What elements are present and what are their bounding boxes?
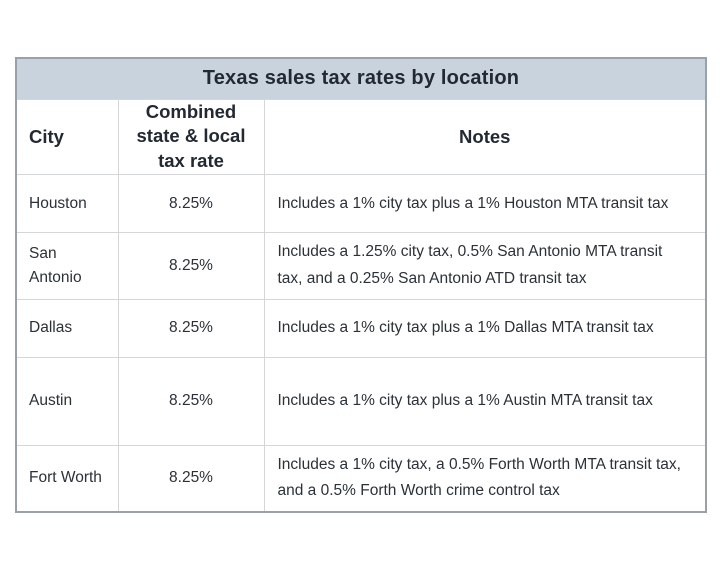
cell-notes: Includes a 1.25% city tax, 0.5% San Anto… (263, 232, 707, 300)
column-header-rate: Combined state & local tax rate (117, 98, 265, 176)
cell-rate: 8.25% (117, 232, 265, 300)
column-header-notes: Notes (263, 98, 707, 176)
cell-city: San Antonio (15, 232, 119, 300)
cell-city: Houston (15, 174, 119, 234)
cell-rate: 8.25% (117, 174, 265, 234)
table-row-fort-worth: Fort Worth 8.25% Includes a 1% city tax,… (15, 444, 707, 513)
cell-city: Fort Worth (15, 444, 119, 513)
table-row-austin: Austin 8.25% Includes a 1% city tax plus… (15, 356, 707, 446)
cell-rate: 8.25% (117, 356, 265, 446)
tax-rates-table: Texas sales tax rates by location City C… (15, 57, 707, 514)
column-header-city: City (15, 98, 119, 176)
cell-notes: Includes a 1% city tax plus a 1% Dallas … (263, 298, 707, 358)
table-title-row: Texas sales tax rates by location (15, 57, 707, 100)
cell-city: Austin (15, 356, 119, 446)
cell-notes: Includes a 1% city tax plus a 1% Houston… (263, 174, 707, 234)
table-title: Texas sales tax rates by location (15, 57, 707, 100)
table-row-houston: Houston 8.25% Includes a 1% city tax plu… (15, 174, 707, 234)
cell-city: Dallas (15, 298, 119, 358)
cell-notes: Includes a 1% city tax, a 0.5% Forth Wor… (263, 444, 707, 513)
table-header-row: City Combined state & local tax rate Not… (15, 98, 707, 176)
cell-notes: Includes a 1% city tax plus a 1% Austin … (263, 356, 707, 446)
table-row-dallas: Dallas 8.25% Includes a 1% city tax plus… (15, 298, 707, 358)
table-row-san-antonio: San Antonio 8.25% Includes a 1.25% city … (15, 232, 707, 300)
cell-rate: 8.25% (117, 298, 265, 358)
cell-rate: 8.25% (117, 444, 265, 513)
